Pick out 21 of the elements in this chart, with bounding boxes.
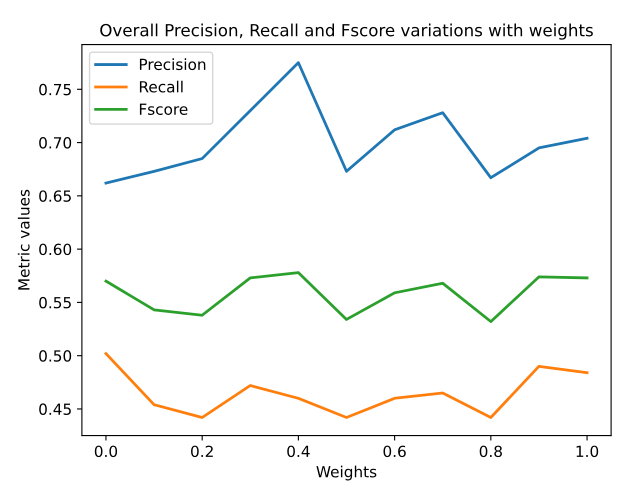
x-tick-label: 0.0: [94, 446, 118, 458]
y-tick-label: 0.55: [39, 296, 71, 308]
y-tick-label: 0.50: [39, 350, 72, 362]
y-tick-label: 0.60: [39, 244, 72, 256]
line-series: [104, 352, 588, 419]
line-series: [104, 271, 588, 323]
y-axis-title: Metric values: [18, 190, 30, 290]
chart-title: Overall Precision, Recall and Fscore variations with weights: [100, 24, 593, 40]
y-tick-label: 0.75: [39, 84, 71, 96]
y-tick-label: 0.70: [39, 137, 72, 149]
legend-label: Precision: [140, 58, 206, 70]
y-tick-label: 0.65: [39, 190, 71, 202]
legend-label: Recall: [140, 80, 183, 93]
legend-label: Fscore: [140, 104, 188, 115]
y-tick-label: 0.45: [39, 403, 71, 415]
x-axis-title: Weights: [316, 466, 376, 480]
x-tick-label: 0.2: [191, 446, 213, 458]
x-tick-label: 0.8: [480, 446, 502, 458]
x-tick-label: 1.0: [576, 446, 598, 458]
x-tick-label: 0.4: [287, 446, 310, 458]
x-tick-label: 0.6: [383, 446, 406, 458]
